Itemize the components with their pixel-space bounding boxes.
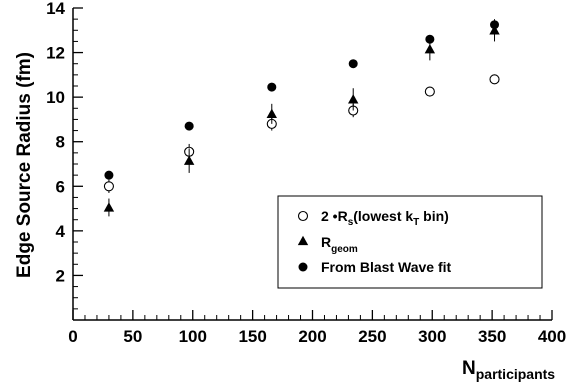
data-point-open-circle (424, 86, 435, 97)
legend-symbol-open-circle (297, 210, 309, 222)
x-tick-label: 100 (179, 327, 207, 346)
legend-entry-2rs: 2 •Rs(lowest kT bin) (297, 208, 449, 228)
series-filled-circle (104, 20, 500, 180)
y-axis-title: Edge Source Radius (fm) (14, 52, 35, 278)
y-tick-label: 14 (46, 0, 65, 18)
legend-label-rgeom: Rgeom (321, 234, 358, 255)
y-tick-label: 6 (56, 177, 65, 196)
data-point-filled-circle (348, 59, 358, 69)
x-tick-label: 50 (123, 327, 142, 346)
data-point-filled-circle (184, 121, 194, 131)
x-axis-title-main: N (462, 358, 476, 379)
axis-ticks: 0 50 100 150 200 250 300 350 400 2 4 6 8 10 12 14 (46, 0, 566, 346)
x-axis-title-subscript: participants (476, 366, 556, 382)
x-tick-label: 200 (298, 327, 326, 346)
data-point-triangle (266, 108, 277, 119)
x-tick-label: 250 (358, 327, 386, 346)
data-point-triangle (183, 155, 195, 165)
data-point-triangle (489, 25, 500, 35)
legend-symbol-filled-circle (298, 262, 308, 272)
y-tick-label: 4 (56, 222, 66, 241)
x-tick-label: 300 (418, 327, 446, 346)
data-point-filled-circle (267, 82, 277, 92)
data-point-open-circle (489, 74, 500, 85)
x-axis-title: Nparticipants (462, 358, 555, 382)
legend-marker-filled-circle (298, 262, 308, 272)
x-tick-label: 0 (68, 327, 77, 346)
data-point-triangle (348, 94, 359, 104)
y-tick-label: 2 (56, 266, 65, 285)
y-tick-label: 10 (46, 88, 65, 107)
data-marks (103, 19, 500, 217)
x-tick-label: 350 (478, 327, 506, 346)
legend-box (277, 195, 543, 289)
y-tick-label: 8 (56, 133, 65, 152)
legend-symbol-triangle (297, 235, 309, 246)
legend-label-blast-wave: From Blast Wave fit (321, 259, 452, 275)
legend-entry-blast-wave: From Blast Wave fit (298, 259, 452, 275)
data-point-triangle (424, 44, 436, 54)
legend: 2 •Rs(lowest kT bin) Rgeom From Blast Wa… (277, 195, 543, 289)
data-point-triangle (103, 202, 115, 212)
x-tick-label: 150 (238, 327, 266, 346)
data-point-open-circle (103, 181, 114, 192)
x-tick-label: 400 (538, 327, 566, 346)
legend-marker-triangle (297, 235, 309, 246)
legend-label-2rs: 2 •Rs(lowest kT bin) (321, 208, 449, 228)
legend-marker-open-circle (297, 210, 309, 222)
data-point-filled-circle (425, 34, 435, 44)
series-triangle (103, 19, 500, 217)
data-point-filled-circle (490, 20, 500, 30)
legend-entry-rgeom: Rgeom (297, 234, 358, 255)
y-tick-label: 12 (46, 44, 65, 63)
series-open-circle (103, 74, 500, 193)
data-point-filled-circle (104, 170, 114, 180)
